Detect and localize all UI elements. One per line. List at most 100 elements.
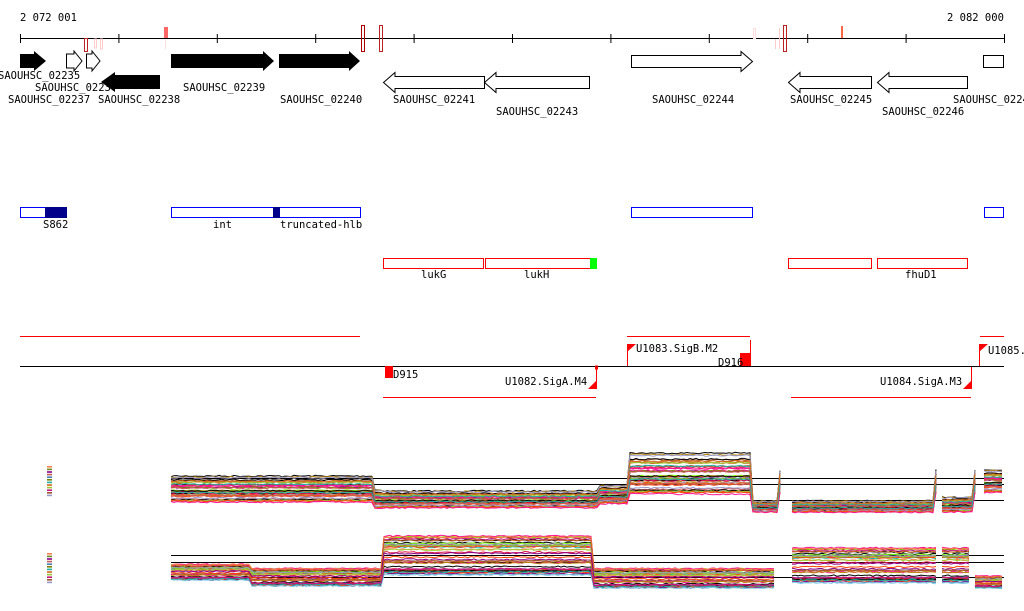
legend-swatch [47,486,52,489]
expression-line [170,552,1003,583]
gene-arrow [101,72,160,92]
gene-label[interactable]: SAOUHSC_02238 [98,94,181,106]
gene-track [20,49,1004,94]
gene-label[interactable]: SAOUHSC_02244 [652,94,735,106]
gene-label[interactable]: SAOUHSC_02241 [393,94,476,106]
expression-line [170,534,1003,578]
legend-swatch [47,494,52,497]
gene-arrow [876,71,968,94]
legend-swatch [47,573,52,576]
legend-swatch [47,484,52,486]
regulatory-label[interactable]: U1083.SigB.M2 [636,343,719,355]
expression-line [170,559,1003,585]
gene-label[interactable]: SAOUHSC_02235 [0,70,81,82]
gene-label[interactable]: SAOUHSC_02245 [790,94,873,106]
snp-markers [84,25,843,52]
gene-arrow [66,49,83,73]
legend-swatch [47,576,52,578]
legend-swatch [47,579,52,581]
legend-swatch [47,560,52,563]
expression-line [170,538,1003,579]
legend-swatch [47,468,52,471]
expression-line [170,542,1003,580]
expression-line [170,561,1003,586]
expression-line [170,569,1003,588]
legend-swatch [47,492,52,494]
gene-arrow [382,71,485,94]
expression-line [170,570,1003,589]
feature-label[interactable]: int [213,219,232,231]
expression-plot-1 [47,451,1004,514]
expression-line [170,570,1003,589]
feature-label[interactable]: truncated-hlb [280,219,363,231]
gene-arrow [171,51,274,71]
expression-line [170,464,1003,506]
regulatory-label[interactable]: U1082.SigA.M4 [505,376,588,388]
gene-label[interactable]: SAOUHSC_02243 [496,106,579,118]
legend-swatch [47,489,52,491]
legend-swatch [47,566,52,568]
annotation-track-blue [20,207,1004,218]
expression-line [170,544,1003,581]
regulatory-label[interactable]: D916 [718,357,744,369]
ruler-start-label: 2 072 001 [20,12,77,24]
ruler-end-label: 2 082 000 [947,12,1004,24]
feature-label[interactable]: lukG [421,269,447,281]
expression-line [170,558,1003,585]
gene-arrow [20,51,46,71]
expression-line [170,572,1003,589]
legend-swatch [47,581,52,584]
gene-arrow [787,71,872,94]
gene-arrow [631,50,754,73]
gene-arrow [86,49,101,73]
expression-line [170,543,1003,581]
expression-line [170,459,1003,505]
gene-label[interactable]: SAOUHSC_02246 [882,106,965,118]
regulatory-track [20,336,1004,398]
legend-swatch [47,563,52,565]
expression-line [170,454,1003,503]
expression-line [171,537,1003,579]
expression-line [170,477,1003,510]
expression-line [171,567,1002,588]
gene-label[interactable]: SAOUHSC_0223 [35,82,111,94]
expression-line [170,545,1003,581]
legend-swatch [47,558,52,560]
expression-line [170,565,1003,587]
legend-swatch [47,568,52,571]
legend-swatch [47,553,52,555]
expression-profiles [47,451,1004,590]
expression-line [170,491,1003,514]
expression-line [170,483,1003,511]
legend-swatch [47,476,52,478]
expression-line [170,535,1003,578]
expression-line [170,555,1003,584]
expression-line [170,470,1002,508]
gene-arrow [483,71,590,94]
expression-line [170,573,1003,590]
legend-swatch [47,479,52,481]
legend-swatch [47,471,52,473]
gene-label[interactable]: SAOUHSC_02240 [280,94,363,106]
regulatory-label[interactable]: U1085. [988,345,1024,357]
annotation-track-red [383,258,968,269]
legend-swatch [47,473,52,476]
gene-box [983,55,1004,68]
regulatory-label[interactable]: D915 [393,369,419,381]
gene-label[interactable]: SAOUHSC_02237 [8,94,91,106]
feature-label[interactable]: lukH [524,269,550,281]
gene-label[interactable]: SAOUHSC_0224 [953,94,1024,106]
legend-swatch [47,571,52,573]
feature-label[interactable]: fhuD1 [905,269,937,281]
expression-plot-2 [47,534,1004,590]
gene-label[interactable]: SAOUHSC_02239 [183,82,266,94]
legend-swatch [47,466,52,468]
ruler [20,25,1005,52]
regulatory-label[interactable]: U1084.SigA.M3 [880,376,963,388]
expression-line [170,548,1002,582]
gene-arrow [279,51,360,71]
feature-label[interactable]: S862 [43,219,69,231]
legend-swatch [47,481,52,484]
